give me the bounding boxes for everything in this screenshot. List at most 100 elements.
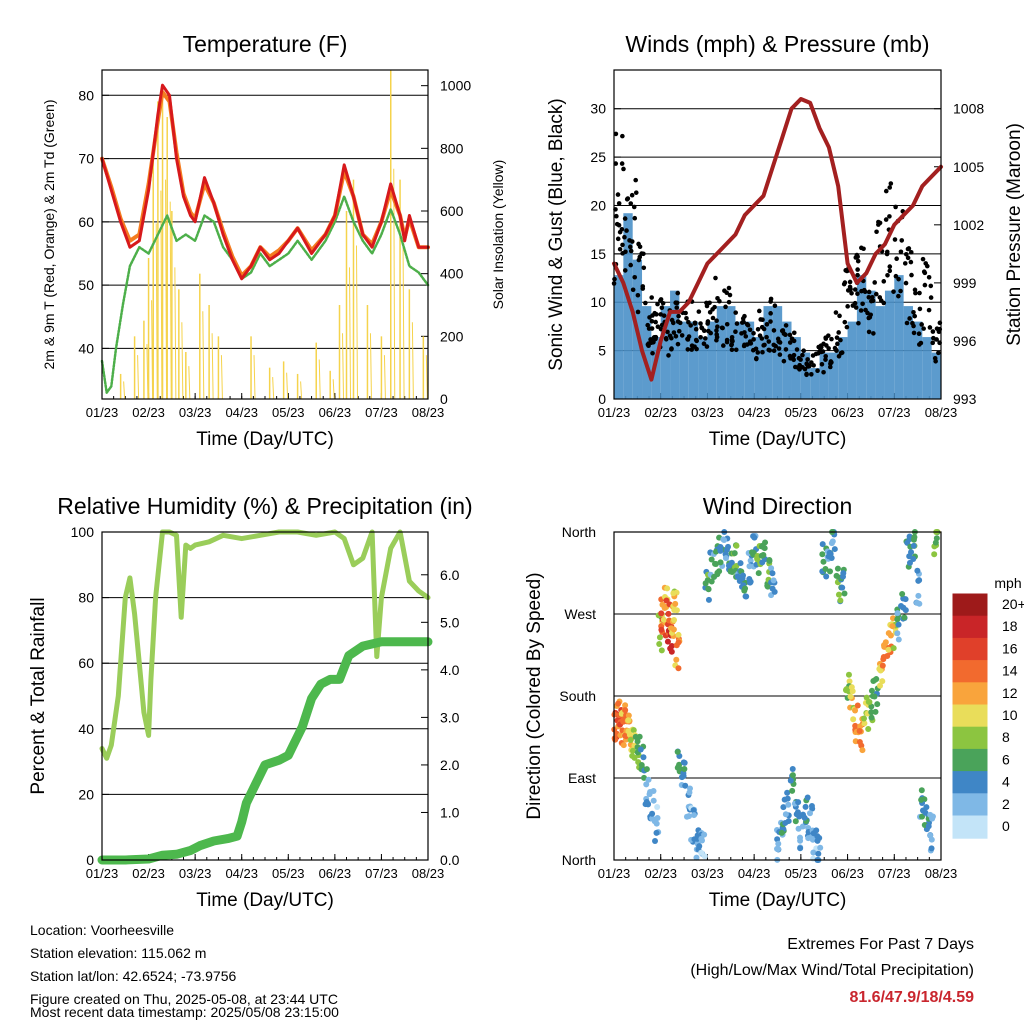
gust-mark bbox=[651, 340, 656, 345]
gust-mark bbox=[922, 282, 928, 288]
direction-mark bbox=[839, 584, 846, 591]
gust-mark bbox=[917, 306, 923, 312]
gust-mark bbox=[616, 222, 622, 228]
solar-mark bbox=[318, 359, 321, 400]
x-tick-label: 01/23 bbox=[86, 866, 119, 881]
direction-mark bbox=[751, 534, 758, 541]
gust-mark bbox=[871, 331, 876, 336]
gust-mark bbox=[913, 290, 918, 296]
y2-tick-label: 800 bbox=[440, 140, 464, 156]
gust-mark bbox=[776, 346, 782, 351]
gust-mark bbox=[628, 248, 634, 254]
direction-mark bbox=[828, 540, 835, 547]
direction-mark bbox=[877, 682, 884, 689]
gust-mark bbox=[801, 348, 806, 353]
direction-mark bbox=[814, 833, 821, 840]
y-tick-label: 30 bbox=[590, 101, 606, 117]
x-tick-label: 01/23 bbox=[598, 866, 631, 881]
colorbar-swatch bbox=[952, 593, 988, 617]
direction-mark bbox=[782, 811, 789, 818]
y2-tick-label: 1008 bbox=[953, 101, 984, 117]
gust-mark bbox=[650, 313, 655, 318]
gust-mark bbox=[898, 249, 904, 255]
gust-mark bbox=[819, 349, 824, 355]
colorbar-swatch bbox=[952, 660, 988, 684]
gust-mark bbox=[836, 330, 841, 335]
gust-mark bbox=[813, 351, 819, 357]
y-axis-label-4: Direction (Colored By Speed) bbox=[524, 572, 545, 819]
colorbar-label: 14 bbox=[1002, 663, 1018, 679]
gust-mark bbox=[733, 310, 738, 315]
gust-mark bbox=[883, 188, 889, 194]
gust-mark bbox=[815, 368, 820, 374]
direction-mark bbox=[675, 639, 682, 646]
chart-title-2: Winds (mph) & Pressure (mb) bbox=[625, 31, 929, 57]
y2-axis-label-1: Solar Insolation (Yellow) bbox=[490, 160, 506, 310]
direction-mark bbox=[737, 560, 744, 567]
direction-mark bbox=[797, 845, 804, 852]
solar-mark bbox=[123, 381, 126, 400]
gust-mark bbox=[930, 329, 936, 334]
gust-mark bbox=[912, 313, 918, 319]
gust-mark bbox=[733, 347, 739, 353]
x-axis-label-1: Time (Day/UTC) bbox=[196, 429, 334, 450]
x-tick-label: 08/23 bbox=[412, 866, 445, 881]
gust-mark bbox=[619, 226, 625, 232]
x-axis-label-4: Time (Day/UTC) bbox=[709, 890, 847, 911]
direction-mark bbox=[747, 579, 754, 586]
direction-mark bbox=[885, 646, 892, 653]
direction-mark bbox=[839, 573, 846, 580]
x-tick-label: 03/23 bbox=[179, 405, 212, 420]
gust-mark bbox=[653, 336, 658, 342]
direction-mark bbox=[671, 606, 678, 613]
gust-mark bbox=[676, 313, 681, 319]
wind-mark bbox=[847, 321, 857, 399]
y2-tick-label: 5.0 bbox=[440, 614, 460, 630]
direction-mark bbox=[625, 712, 632, 719]
solar-mark bbox=[211, 333, 214, 400]
direction-mark bbox=[911, 534, 918, 541]
direction-mark bbox=[643, 766, 650, 773]
colorbar-label: 20+ bbox=[1002, 596, 1024, 612]
gust-mark bbox=[867, 314, 873, 320]
gust-mark bbox=[919, 322, 924, 327]
direction-mark bbox=[759, 542, 766, 549]
colorbar-swatch bbox=[952, 726, 988, 750]
wind-mark bbox=[688, 321, 699, 399]
direction-mark bbox=[874, 701, 881, 708]
gust-mark bbox=[698, 321, 703, 326]
y-tick-label: 40 bbox=[78, 340, 94, 356]
direction-mark bbox=[837, 597, 844, 604]
gust-mark bbox=[858, 308, 864, 313]
colorbar-swatch bbox=[952, 793, 988, 817]
direction-mark bbox=[805, 835, 812, 842]
colorbar-label: 0 bbox=[1002, 818, 1010, 834]
gust-mark bbox=[800, 352, 805, 358]
gust-mark bbox=[673, 334, 679, 339]
wind-mark bbox=[912, 321, 923, 399]
gust-mark bbox=[631, 204, 637, 210]
y2-tick-label: 1002 bbox=[953, 217, 984, 233]
dewpoint-line bbox=[100, 195, 430, 394]
colorbar-title: mph bbox=[994, 575, 1021, 591]
direction-mark bbox=[774, 845, 781, 852]
gust-mark bbox=[670, 320, 676, 326]
direction-mark bbox=[627, 736, 634, 743]
gust-mark bbox=[734, 321, 740, 326]
x-tick-label: 03/23 bbox=[691, 866, 724, 881]
direction-mark bbox=[789, 765, 796, 772]
gust-mark bbox=[624, 196, 630, 202]
y-tick-label: 10 bbox=[590, 294, 606, 310]
direction-mark bbox=[770, 577, 777, 584]
wind-mark bbox=[856, 275, 867, 399]
gust-mark bbox=[696, 309, 702, 314]
direction-mark bbox=[728, 559, 735, 566]
direction-mark bbox=[693, 854, 700, 861]
direction-mark bbox=[804, 794, 811, 801]
gust-mark bbox=[893, 204, 898, 210]
colorbar-swatch bbox=[952, 637, 988, 662]
solar-mark bbox=[169, 201, 172, 400]
y2-tick-label: 600 bbox=[440, 203, 464, 219]
gust-mark bbox=[883, 217, 889, 222]
